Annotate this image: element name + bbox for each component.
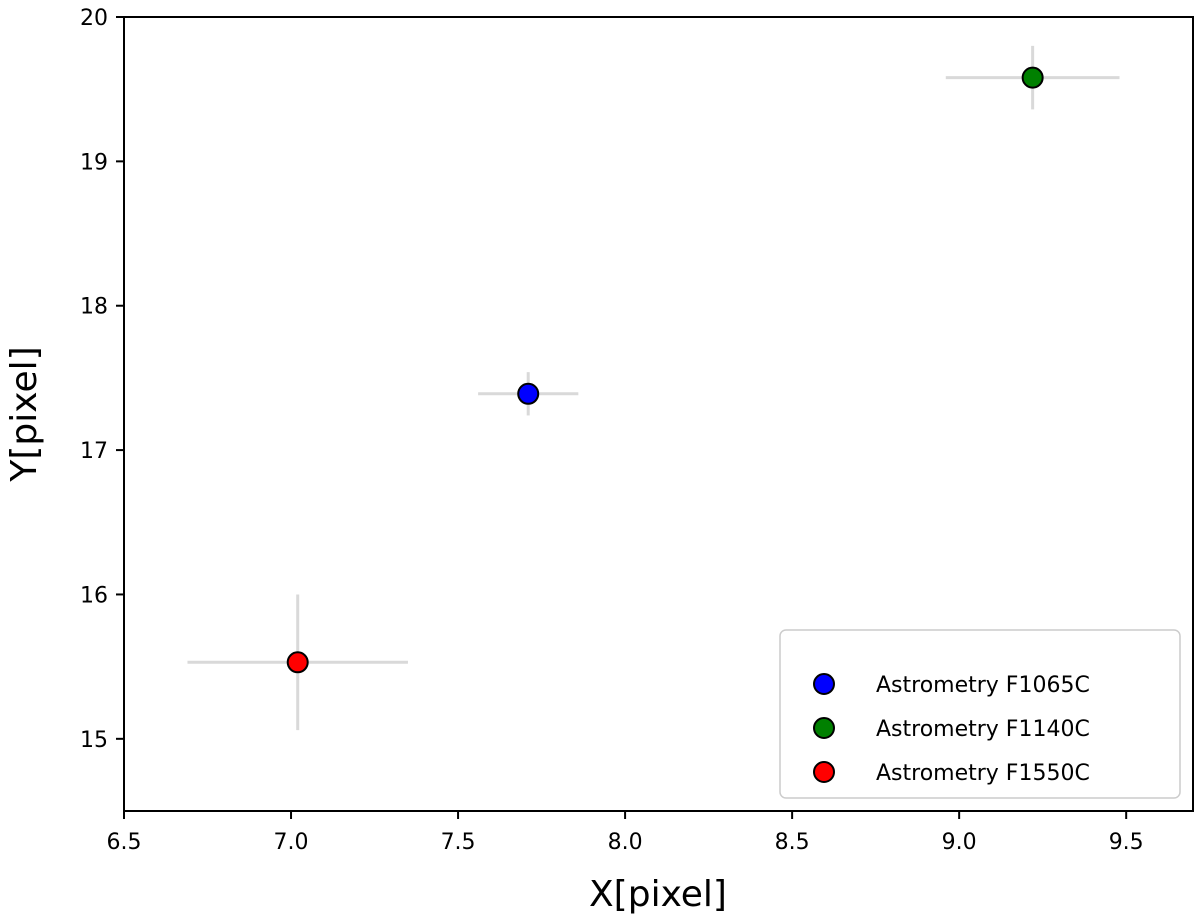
- legend: Astrometry F1065C Astrometry F1140C Astrom…: [779, 629, 1181, 799]
- y-tick-label: 20: [80, 6, 108, 31]
- plot-frame: [123, 16, 1194, 812]
- x-tick-label: 8.5: [775, 830, 810, 855]
- legend-marker: [813, 761, 835, 783]
- x-tick-label: 9.0: [942, 830, 977, 855]
- y-axis: 15 16 17 18 19 20: [80, 6, 124, 753]
- legend-label: Astrometry F1550C: [876, 761, 1090, 786]
- data-point: [286, 651, 309, 674]
- x-axis: 6.5 7.0 7.5 8.0 8.5 9.0 9.5: [107, 811, 1144, 855]
- x-tick-label: 6.5: [107, 830, 142, 855]
- legend-marker: [813, 673, 835, 695]
- x-tick-label: 7.0: [274, 830, 309, 855]
- legend-label: Astrometry F1140C: [876, 717, 1090, 742]
- legend-marker: [813, 717, 835, 739]
- y-tick-label: 19: [80, 150, 108, 175]
- legend-label: Astrometry F1065C: [876, 673, 1090, 698]
- legend-box: [779, 629, 1181, 799]
- y-tick-label: 16: [80, 583, 108, 608]
- y-axis-title: Y[pixel]: [4, 346, 45, 482]
- x-tick-label: 7.5: [441, 830, 476, 855]
- y-tick-label: 17: [80, 439, 108, 464]
- error-bars: [187, 45, 1120, 731]
- y-tick-label: 15: [80, 728, 108, 753]
- data-point: [517, 382, 540, 405]
- data-points: [286, 66, 1044, 674]
- x-tick-label: 9.5: [1109, 830, 1144, 855]
- x-axis-title: X[pixel]: [589, 874, 727, 915]
- y-tick-label: 18: [80, 295, 108, 320]
- data-point: [1021, 66, 1044, 89]
- x-tick-label: 8.0: [608, 830, 643, 855]
